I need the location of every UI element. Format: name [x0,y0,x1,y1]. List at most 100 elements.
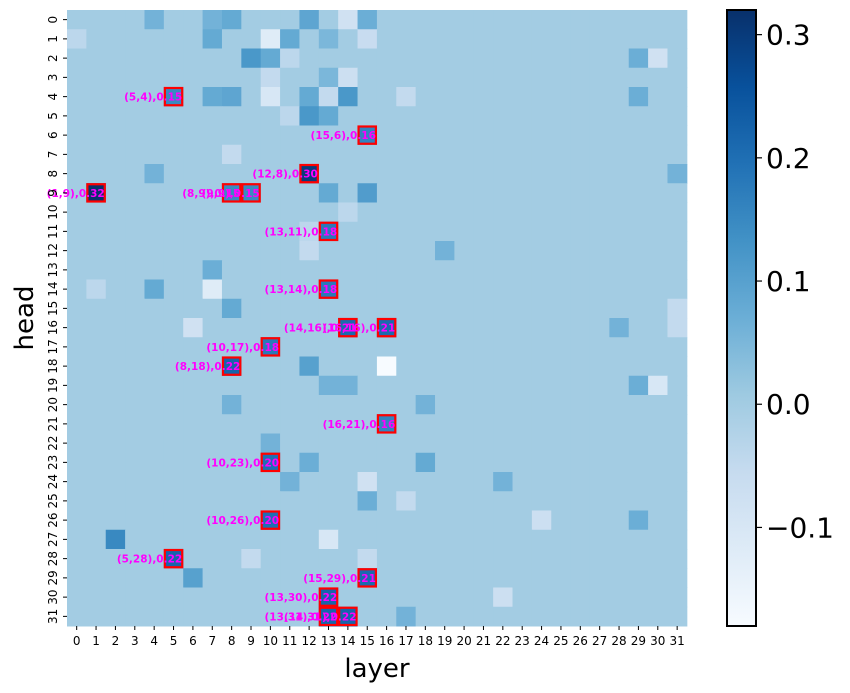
heatmap-cell [260,549,281,569]
heatmap-cell [415,164,436,184]
heatmap-cell [338,260,359,280]
heatmap-cell [338,587,359,608]
heatmap-cell [551,395,572,415]
heatmap-cell [202,241,223,261]
heatmap-cell [609,48,630,69]
heatmap-cell [396,106,417,126]
heatmap-cell [648,414,668,434]
x-tick-label: 21 [476,634,491,648]
heatmap-cell [667,318,688,338]
heatmap-cell [454,221,475,242]
heatmap-cell [357,337,378,357]
heatmap-cell [202,164,223,184]
heatmap-cell [628,606,649,627]
heatmap-cell [105,452,126,473]
heatmap-cell [551,202,572,223]
heatmap-cell [221,29,242,49]
heatmap-cell [67,106,87,126]
heatmap-cell [493,510,514,531]
heatmap-cell [648,48,668,69]
heatmap-cell [435,356,455,377]
heatmap-cell [338,164,359,184]
heatmap-cell [628,452,649,473]
heatmap-cell [163,183,184,203]
heatmap-cell [280,356,300,377]
heatmap-cell [125,125,145,146]
heatmap-cell [551,67,572,88]
heatmap-cell [628,67,649,88]
heatmap-cell [144,183,165,203]
heatmap-cell [338,202,359,223]
heatmap-cell [357,279,378,300]
heatmap-cell [667,606,688,627]
heatmap-cell [241,356,262,377]
heatmap-cell [628,318,649,338]
x-tick-label: 13 [321,634,336,648]
heatmap-cell [280,144,300,165]
y-tick-label: 8 [46,170,60,178]
heatmap-cell [415,510,436,531]
heatmap-cell [260,279,281,300]
heatmap-cell [551,298,572,319]
heatmap-cell [144,260,165,280]
heatmap-cell [241,529,262,550]
highlight-box [376,317,397,338]
heatmap-cell [570,356,591,377]
highlight-box [318,279,339,299]
heatmap-cell [241,164,262,184]
heatmap-cell [221,606,242,627]
heatmap-cell [125,414,145,434]
heatmap-cell [221,472,242,492]
y-tick-label: 18 [46,358,60,373]
heatmap-cell [376,606,397,627]
heatmap-cell [125,298,145,319]
heatmap-cell [454,549,475,569]
heatmap-cell [144,29,165,49]
heatmap-cell [260,10,281,30]
highlight-box [357,125,378,145]
x-tick-label: 26 [573,634,588,648]
y-tick-label: 23 [46,455,60,470]
y-tick-label: 30 [46,589,60,604]
heatmap-cell [589,491,610,511]
heatmap-cell [454,375,475,396]
y-tick-label: 28 [46,551,60,566]
heatmap-cell [221,164,242,184]
colorbar-tick-label: −0.1 [766,511,834,544]
heatmap-cell [435,202,455,223]
heatmap-cell [125,337,145,357]
heatmap-cell [551,375,572,396]
heatmap-cell [105,568,126,588]
heatmap-cell [280,395,300,415]
heatmap-cell [454,433,475,454]
heatmap-cell [67,318,87,338]
heatmap-cell [609,395,630,415]
heatmap-cell [667,375,688,396]
heatmap-cell [105,67,126,88]
cell-annotation: (14,31),0.22 [284,611,357,623]
highlight-box [299,163,319,184]
heatmap-cell [628,375,649,396]
heatmap-cell [473,183,494,203]
heatmap-cell [648,260,668,280]
heatmap-cell [241,106,262,126]
heatmap-cell [493,87,514,107]
heatmap-cell [67,125,87,146]
heatmap-cell [338,48,359,69]
heatmap-cell [260,356,281,377]
heatmap-cell [318,29,339,49]
heatmap-cell [570,29,591,49]
heatmap-cell [512,472,533,492]
heatmap-cell [376,549,397,569]
heatmap-cell [415,106,436,126]
cell-annotation: (13,14),0.18 [264,284,337,296]
heatmap-cell [493,202,514,223]
heatmap-cell [299,510,320,531]
heatmap-cell [105,221,126,242]
heatmap-cell [589,221,610,242]
heatmap-cell [589,549,610,569]
heatmap-cell [163,472,184,492]
heatmap-cell [221,183,242,203]
heatmap-cell [163,202,184,223]
heatmap-cell [415,395,436,415]
